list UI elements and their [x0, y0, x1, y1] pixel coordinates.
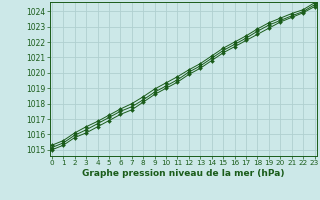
- X-axis label: Graphe pression niveau de la mer (hPa): Graphe pression niveau de la mer (hPa): [82, 169, 284, 178]
